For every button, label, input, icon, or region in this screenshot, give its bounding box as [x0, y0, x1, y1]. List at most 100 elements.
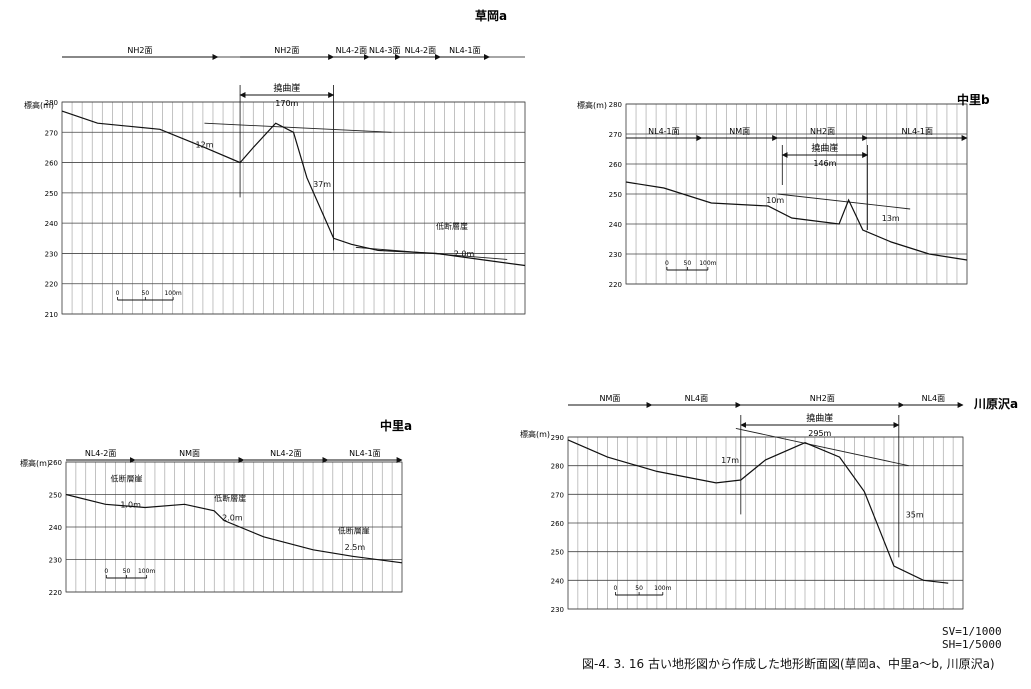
annotation-label: 17m	[721, 456, 739, 465]
annotation-label: 37m	[313, 180, 331, 189]
surface-label: NL4-2面	[405, 46, 437, 55]
surface-label: NH2面	[810, 127, 835, 136]
plot-frame	[61, 101, 526, 315]
annotation-label: 12m	[196, 140, 214, 149]
scalebar-label: 50	[635, 585, 643, 592]
scale-horizontal: SH=1/5000	[942, 638, 1002, 651]
scalebar-label: 100m	[699, 260, 716, 267]
y-axis-label: 標高(m)	[20, 458, 50, 468]
y-tick-label: 220	[609, 281, 622, 289]
y-tick-label: 270	[551, 491, 564, 499]
y-tick-label: 220	[45, 281, 58, 289]
annotation-label: 2.0m	[222, 514, 243, 523]
surface-label: NL4-1面	[449, 46, 481, 55]
y-tick-label: 250	[609, 191, 622, 199]
annotation-label: 35m	[906, 510, 924, 519]
tangent-line	[735, 427, 909, 467]
tangent-line	[777, 193, 911, 210]
chart-title: 中里a	[380, 418, 412, 433]
y-tick-label: 260	[551, 520, 564, 528]
y-tick-label: 210	[45, 311, 58, 319]
scalebar-label: 100m	[654, 585, 671, 592]
annotation-label: 2.5m	[345, 543, 366, 552]
scalebar-label: 100m	[138, 568, 155, 575]
y-tick-label: 250	[551, 549, 564, 557]
y-tick-label: 280	[551, 463, 564, 471]
y-tick-label: 230	[45, 250, 58, 258]
y-tick-label: 230	[551, 606, 564, 614]
annotation-label: 低断層崖	[110, 474, 142, 484]
surface-label: NL4面	[685, 394, 709, 403]
surface-label: NL4面	[922, 394, 946, 403]
flexure-label: 撓曲崖	[273, 82, 300, 94]
surface-label: NL4-2面	[85, 449, 117, 458]
plot-frame	[625, 103, 968, 285]
y-tick-label: 260	[49, 459, 62, 467]
surface-label: NL4-1面	[648, 127, 680, 136]
scale-info: SV=1/1000 SH=1/5000	[942, 625, 1002, 651]
profile-line	[567, 439, 949, 584]
y-tick-label: 240	[45, 220, 58, 228]
y-tick-label: 230	[609, 251, 622, 259]
profile-line	[61, 110, 526, 267]
surface-label: NL4-2面	[336, 46, 368, 55]
figure-caption: 図-4. 3. 16 古い地形図から作成した地形断面図(草岡a、中里a〜b, 川…	[582, 657, 995, 671]
annotation-label: 1.0m	[120, 501, 141, 510]
y-tick-label: 250	[45, 190, 58, 198]
scalebar-label: 0	[104, 568, 108, 575]
scalebar-label: 50	[684, 260, 692, 267]
y-tick-label: 290	[551, 434, 564, 442]
flexure-label: 撓曲崖	[806, 412, 833, 424]
surface-label: NL4-1面	[902, 127, 934, 136]
surface-label: NM面	[600, 394, 621, 403]
scalebar-label: 50	[123, 568, 131, 575]
tangent-line	[204, 122, 392, 133]
y-axis-label: 標高(m)	[520, 429, 550, 439]
scalebar-label: 100m	[164, 290, 181, 297]
scalebar-label: 50	[142, 290, 150, 297]
y-tick-label: 240	[609, 221, 622, 229]
annotation-label: 低断層崖	[436, 221, 468, 231]
annotation-label: 13m	[882, 214, 900, 223]
annotation-label: 10m	[766, 196, 784, 205]
chart-title: 草岡a	[475, 8, 507, 23]
y-tick-label: 220	[49, 589, 62, 597]
profile-line	[625, 181, 968, 261]
annotation-label: 低断層崖	[338, 526, 370, 536]
y-tick-label: 240	[551, 577, 564, 585]
y-tick-label: 230	[49, 557, 62, 565]
y-axis-label: 標高(m)	[577, 100, 607, 110]
surface-label: NL4-2面	[270, 449, 302, 458]
scale-vertical: SV=1/1000	[942, 625, 1002, 638]
chart-title: 中里b	[957, 92, 990, 107]
surface-label: NM面	[729, 127, 750, 136]
annotation-label: 2.0m	[454, 249, 475, 258]
y-tick-label: 260	[609, 161, 622, 169]
y-tick-label: 260	[45, 160, 58, 168]
y-tick-label: 250	[49, 492, 62, 500]
y-tick-label: 270	[609, 131, 622, 139]
plot-frame	[567, 436, 964, 610]
y-tick-label: 280	[609, 101, 622, 109]
surface-label: NH2面	[810, 394, 835, 403]
flexure-label: 撓曲崖	[811, 142, 838, 154]
y-axis-label: 標高(m)	[24, 100, 54, 110]
scalebar-label: 0	[116, 290, 120, 297]
scalebar-label: 0	[613, 585, 617, 592]
surface-label: NH2面	[127, 46, 152, 55]
surface-label: NL4-3面	[369, 46, 401, 55]
surface-label: NM面	[179, 449, 200, 458]
surface-label: NH2面	[274, 46, 299, 55]
flexure-width-label: 295m	[808, 429, 831, 438]
surface-label: NL4-1面	[349, 449, 381, 458]
y-tick-label: 280	[45, 99, 58, 107]
y-tick-label: 240	[49, 524, 62, 532]
y-tick-label: 270	[45, 129, 58, 137]
scalebar-label: 0	[665, 260, 669, 267]
flexure-width-label: 146m	[813, 159, 836, 168]
